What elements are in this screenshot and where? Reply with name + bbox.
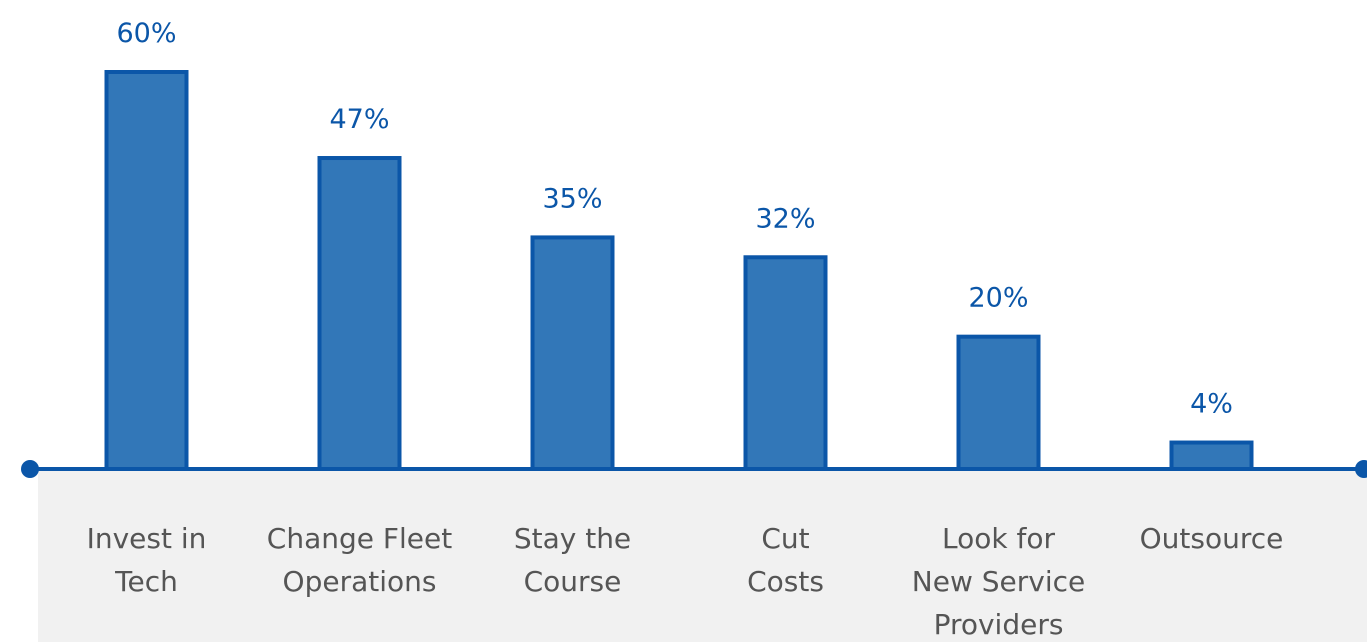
data-label-1: 47%	[329, 104, 389, 135]
category-label-band	[38, 469, 1367, 642]
category-label-line: Stay the	[514, 522, 631, 555]
category-label-line: Look for	[942, 522, 1055, 555]
category-label-line: Tech	[114, 565, 178, 598]
bar-3	[743, 255, 828, 471]
category-label-3: Cut Costs	[747, 522, 824, 598]
category-label-line: Invest in	[87, 522, 207, 555]
bar-1	[317, 156, 402, 471]
category-label-0: Invest in Tech	[87, 522, 207, 598]
category-label-line: New Service	[912, 565, 1085, 598]
bar-0	[104, 70, 189, 471]
data-label-2: 35%	[542, 183, 602, 214]
category-label-line: Providers	[934, 608, 1064, 641]
category-label-1: Change Fleet Operations	[267, 522, 452, 598]
data-label-4: 20%	[968, 283, 1028, 314]
axis-end-dot	[1355, 460, 1367, 478]
category-label-line: Operations	[283, 565, 437, 598]
category-label-4: Look for New Service Providers	[912, 522, 1085, 641]
category-label-line: Change Fleet	[267, 522, 452, 555]
category-label-5: Outsource	[1140, 522, 1284, 555]
category-label-2: Stay the Course	[514, 522, 631, 598]
data-label-5: 4%	[1190, 389, 1233, 420]
bar-2	[530, 235, 615, 471]
category-label-line: Cut	[761, 522, 809, 555]
bar-4	[956, 334, 1041, 471]
data-label-0: 60%	[116, 18, 176, 49]
category-label-line: Outsource	[1140, 522, 1284, 555]
category-label-line: Costs	[747, 565, 824, 598]
axis-start-dot	[21, 460, 39, 478]
data-label-3: 32%	[755, 203, 815, 234]
bar-5	[1169, 440, 1254, 471]
category-label-line: Course	[524, 565, 622, 598]
